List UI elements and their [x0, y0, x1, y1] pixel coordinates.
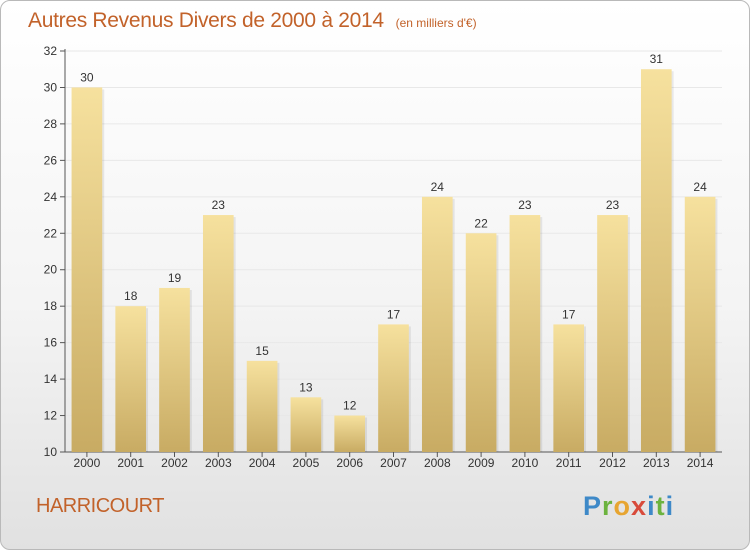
proxiti-logo: Proxiti: [583, 491, 674, 522]
x-tick-label: 2003: [205, 456, 232, 470]
x-tick-label: 2011: [556, 456, 582, 470]
bar-value-label: 30: [80, 70, 94, 84]
bar-value-label: 23: [518, 198, 532, 212]
y-tick-label: 14: [44, 372, 58, 386]
y-tick-label: 22: [44, 226, 58, 240]
x-tick-label: 2014: [687, 456, 714, 470]
y-tick-label: 32: [44, 44, 58, 58]
x-tick-label: 2010: [512, 456, 539, 470]
x-tick-label: 2009: [468, 456, 495, 470]
bar-value-label: 17: [562, 307, 576, 321]
bar: [378, 324, 409, 452]
bar: [421, 196, 453, 452]
brand-letter-6: t: [655, 491, 666, 521]
y-tick-label: 30: [44, 80, 58, 94]
x-tick-label: 2012: [599, 456, 626, 470]
y-tick-label: 16: [44, 336, 58, 350]
y-tick-label: 10: [44, 445, 58, 459]
x-tick-label: 2006: [336, 456, 363, 470]
bar-value-label: 13: [299, 380, 313, 394]
bar-value-label: 22: [474, 216, 488, 230]
y-tick-label: 24: [44, 190, 58, 204]
chart-title: Autres Revenus Divers de 2000 à 2014 (en…: [28, 9, 477, 33]
bar: [246, 360, 278, 452]
x-tick-label: 2005: [293, 456, 320, 470]
x-tick-label: 2008: [424, 456, 451, 470]
x-tick-label: 2002: [161, 456, 188, 470]
bar: [202, 215, 234, 452]
bar: [553, 324, 585, 452]
y-tick-label: 12: [44, 409, 58, 423]
x-tick-label: 2013: [643, 456, 670, 470]
bar-value-label: 17: [387, 307, 401, 321]
x-tick-label: 2001: [117, 456, 144, 470]
bar-value-label: 12: [343, 399, 357, 413]
bar-value-label: 24: [693, 180, 707, 194]
bar: [597, 215, 628, 452]
y-tick-label: 26: [44, 153, 58, 167]
bar: [71, 87, 103, 453]
bar-value-label: 15: [255, 344, 269, 358]
bar: [509, 215, 541, 452]
bar: [115, 306, 147, 452]
bar-value-label: 23: [606, 198, 620, 212]
brand-letter-4: x: [631, 491, 648, 521]
y-tick-label: 28: [44, 117, 58, 131]
x-tick-label: 2004: [249, 456, 276, 470]
brand-letter-1: P: [583, 491, 603, 521]
bar: [334, 415, 366, 452]
bar: [684, 196, 716, 452]
brand-letter-2: r: [602, 491, 614, 521]
x-tick-label: 2000: [74, 456, 101, 470]
chart-title-text: Autres Revenus Divers de 2000 à 2014: [28, 9, 384, 32]
bar-value-label: 19: [168, 271, 182, 285]
bar-value-label: 24: [431, 180, 445, 194]
brand-letter-5: i: [647, 491, 656, 521]
bar: [159, 287, 190, 452]
chart-title-unit: (en milliers d'€): [395, 16, 477, 30]
brand-letter-7: i: [665, 491, 675, 521]
bar-value-label: 18: [124, 289, 138, 303]
bar: [290, 397, 322, 452]
location-label: HARRICOURT: [36, 495, 164, 517]
brand-letter-3: o: [613, 491, 632, 521]
y-tick-label: 20: [44, 263, 58, 277]
bar: [465, 233, 497, 452]
bar-value-label: 31: [650, 52, 664, 66]
x-tick-label: 2007: [380, 456, 407, 470]
bar-value-label: 23: [212, 198, 226, 212]
bar: [640, 69, 672, 453]
y-tick-label: 18: [44, 299, 58, 313]
